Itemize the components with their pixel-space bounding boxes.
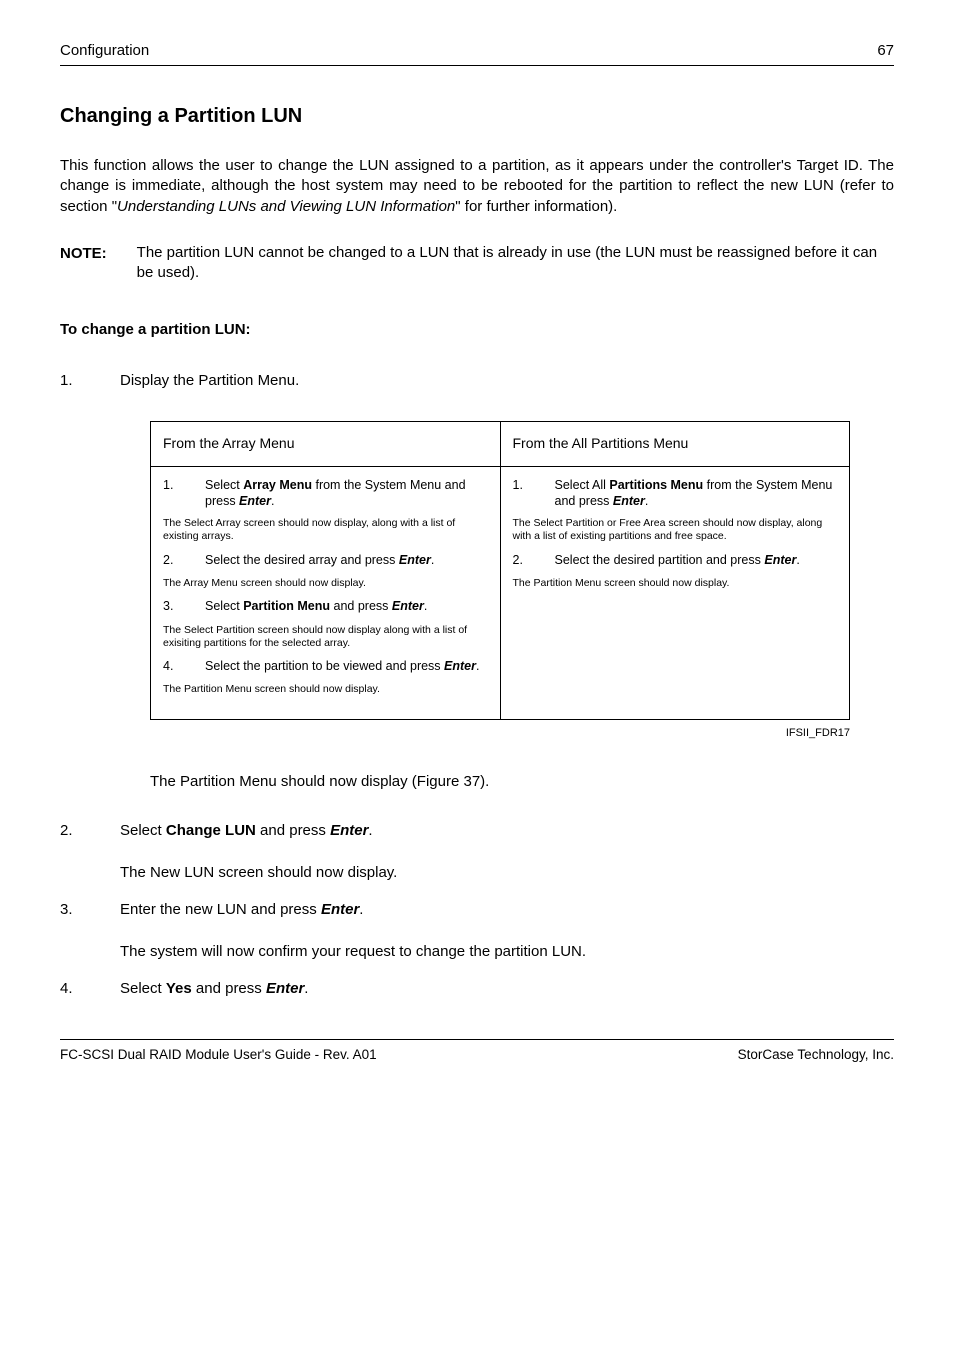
table-note: The Select Partition or Free Area screen… (513, 517, 838, 543)
step-number: 2. (513, 552, 527, 570)
text-span: Select All (555, 478, 610, 492)
text-span: Select the desired array and press (205, 553, 399, 567)
text-span: . (645, 494, 648, 508)
section-title: Changing a Partition LUN (60, 102, 894, 130)
text-span: . (304, 980, 308, 997)
bold-span: Partitions Menu (609, 478, 703, 492)
table-note: The Array Menu screen should now display… (163, 577, 488, 590)
bold-italic-span: Enter (613, 494, 645, 508)
step-number: 1. (163, 477, 177, 510)
text-span: and press (330, 599, 392, 613)
text-span: . (424, 599, 427, 613)
step-sub-text: The system will now confirm your request… (120, 943, 586, 960)
step-sub-text: The New LUN screen should now display. (120, 864, 397, 881)
bold-italic-span: Enter (239, 494, 271, 508)
table-cell-left: 1. Select Array Menu from the System Men… (151, 466, 501, 719)
mid-paragraph: The Partition Menu should now display (F… (150, 771, 894, 792)
text-span: Select the desired partition and press (555, 553, 765, 567)
step-number: 3. (60, 899, 80, 962)
text-span: Select the partition to be viewed and pr… (205, 659, 444, 673)
menu-table: From the Array Menu From the All Partiti… (150, 421, 850, 719)
text-span: Select (205, 599, 243, 613)
text-span: . (271, 494, 274, 508)
table-note: The Select Array screen should now displ… (163, 517, 488, 543)
note-label: NOTE: (60, 243, 107, 284)
intro-paragraph: This function allows the user to change … (60, 156, 894, 217)
intro-italic: Understanding LUNs and Viewing LUN Infor… (117, 198, 455, 215)
step-text: Select the partition to be viewed and pr… (205, 658, 488, 676)
bold-italic-span: Enter (399, 553, 431, 567)
note-block: NOTE: The partition LUN cannot be change… (60, 243, 894, 284)
text-span: . (431, 553, 434, 567)
step-number: 4. (163, 658, 177, 676)
step-3: 3. Enter the new LUN and press Enter. Th… (60, 899, 894, 962)
text-span: . (796, 553, 799, 567)
table-row: 1. Select Array Menu from the System Men… (163, 477, 488, 510)
page-footer: FC-SCSI Dual RAID Module User's Guide - … (60, 1039, 894, 1065)
bold-span: Partition Menu (243, 599, 330, 613)
bold-italic-span: Enter (392, 599, 424, 613)
text-span: Select (205, 478, 243, 492)
header-page-number: 67 (877, 40, 894, 61)
bold-span: Array Menu (243, 478, 312, 492)
table-row: 3. Select Partition Menu and press Enter… (163, 598, 488, 616)
text-span: . (368, 822, 372, 839)
step-text: Select the desired array and press Enter… (205, 552, 488, 570)
step-number: 4. (60, 978, 80, 999)
step-text: Enter the new LUN and press Enter. The s… (120, 899, 894, 962)
step-text: Select Array Menu from the System Menu a… (205, 477, 488, 510)
step-text: Select Change LUN and press Enter. The N… (120, 820, 894, 883)
table-caption: IFSII_FDR17 (150, 726, 850, 741)
bold-italic-span: Enter (444, 659, 476, 673)
table-row: 2. Select the desired partition and pres… (513, 552, 838, 570)
table-row: 1. Select All Partitions Menu from the S… (513, 477, 838, 510)
step-text: Select Partition Menu and press Enter. (205, 598, 488, 616)
text-span: . (476, 659, 479, 673)
step-1: 1. Display the Partition Menu. (60, 370, 894, 391)
table-note: The Select Partition screen should now d… (163, 624, 488, 650)
footer-right: StorCase Technology, Inc. (738, 1046, 894, 1065)
table-cell-right: 1. Select All Partitions Menu from the S… (500, 466, 850, 719)
text-span: and press (192, 980, 266, 997)
step-number: 2. (60, 820, 80, 883)
table-head-right: From the All Partitions Menu (500, 422, 850, 467)
note-body: The partition LUN cannot be changed to a… (137, 243, 894, 284)
menu-table-wrap: From the Array Menu From the All Partiti… (150, 421, 850, 719)
step-number: 1. (513, 477, 527, 510)
step-text: Display the Partition Menu. (120, 370, 894, 391)
intro-text-2: " for further information). (455, 198, 617, 215)
text-span: and press (256, 822, 330, 839)
procedure-heading: To change a partition LUN: (60, 319, 894, 340)
step-2: 2. Select Change LUN and press Enter. Th… (60, 820, 894, 883)
header-left: Configuration (60, 40, 149, 61)
footer-left: FC-SCSI Dual RAID Module User's Guide - … (60, 1046, 377, 1065)
step-number: 2. (163, 552, 177, 570)
page-header: Configuration 67 (60, 40, 894, 66)
text-span: Enter the new LUN and press (120, 901, 321, 918)
text-span: . (359, 901, 363, 918)
step-text: Select Yes and press Enter. (120, 978, 894, 999)
step-number: 1. (60, 370, 80, 391)
table-row: 4. Select the partition to be viewed and… (163, 658, 488, 676)
bold-span: Yes (166, 980, 192, 997)
step-text: Select the desired partition and press E… (555, 552, 838, 570)
step-number: 3. (163, 598, 177, 616)
text-span: Select (120, 980, 166, 997)
table-note: The Partition Menu screen should now dis… (513, 577, 838, 590)
bold-italic-span: Enter (764, 553, 796, 567)
text-span: Select (120, 822, 166, 839)
bold-italic-span: Enter (330, 822, 368, 839)
bold-italic-span: Enter (266, 980, 304, 997)
table-row: 2. Select the desired array and press En… (163, 552, 488, 570)
table-note: The Partition Menu screen should now dis… (163, 683, 488, 696)
procedure-list: 1. Display the Partition Menu. (60, 370, 894, 391)
step-text: Select All Partitions Menu from the Syst… (555, 477, 838, 510)
procedure-list-cont: 2. Select Change LUN and press Enter. Th… (60, 820, 894, 999)
bold-italic-span: Enter (321, 901, 359, 918)
bold-span: Change LUN (166, 822, 256, 839)
step-4: 4. Select Yes and press Enter. (60, 978, 894, 999)
table-head-left: From the Array Menu (151, 422, 501, 467)
